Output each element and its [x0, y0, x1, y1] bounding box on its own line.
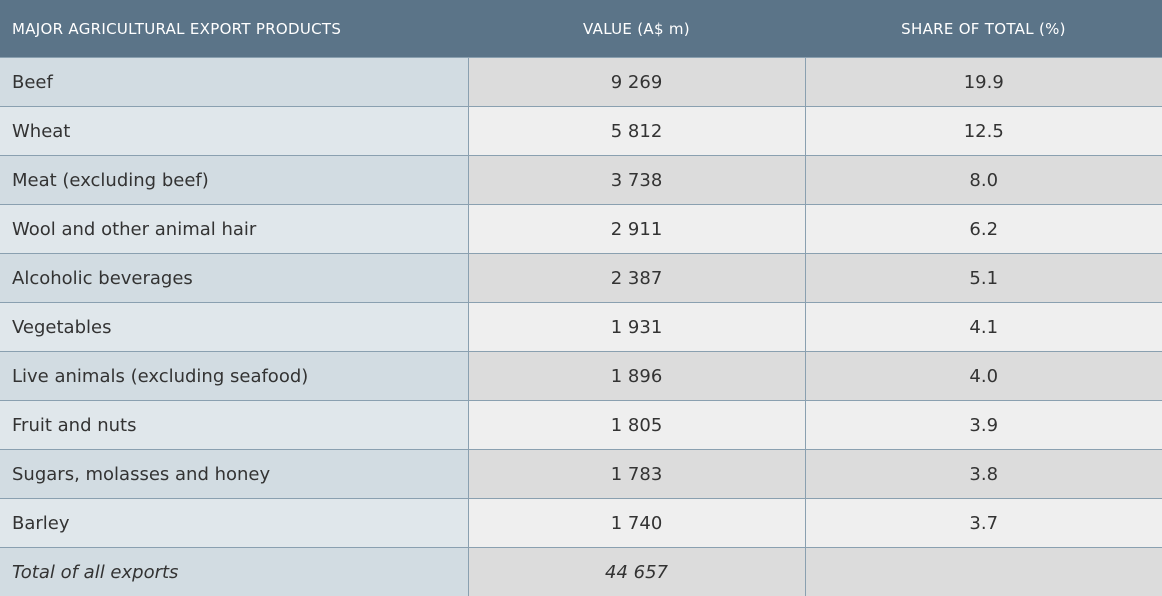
- product-cell: Vegetables: [0, 303, 468, 352]
- header-cell: SHARE OF TOTAL (%): [805, 0, 1162, 58]
- value-cell: 1 896: [468, 352, 805, 401]
- value-cell: 3.9: [805, 401, 1162, 450]
- product-cell: Wool and other animal hair: [0, 205, 468, 254]
- value-cell: 9 269: [468, 58, 805, 107]
- value-cell: 4.1: [805, 303, 1162, 352]
- value-cell: 4.0: [805, 352, 1162, 401]
- total-value: 44 657: [468, 548, 805, 596]
- header-cell: MAJOR AGRICULTURAL EXPORT PRODUCTS: [0, 0, 468, 58]
- product-cell: Sugars, molasses and honey: [0, 450, 468, 499]
- header-cell: VALUE (A$ m): [468, 0, 805, 58]
- value-cell: 5.1: [805, 254, 1162, 303]
- product-cell: Barley: [0, 499, 468, 548]
- value-cell: 1 805: [468, 401, 805, 450]
- value-cell: 3.8: [805, 450, 1162, 499]
- value-cell: 1 740: [468, 499, 805, 548]
- value-cell: 19.9: [805, 58, 1162, 107]
- value-cell: 1 783: [468, 450, 805, 499]
- value-cell: 5 812: [468, 107, 805, 156]
- product-cell: Fruit and nuts: [0, 401, 468, 450]
- value-cell: 1 931: [468, 303, 805, 352]
- product-cell: Alcoholic beverages: [0, 254, 468, 303]
- total-label: Total of all exports: [0, 548, 468, 596]
- product-cell: Wheat: [0, 107, 468, 156]
- value-cell: 8.0: [805, 156, 1162, 205]
- value-cell: 12.5: [805, 107, 1162, 156]
- product-cell: Beef: [0, 58, 468, 107]
- product-cell: Meat (excluding beef): [0, 156, 468, 205]
- value-cell: 2 911: [468, 205, 805, 254]
- value-cell: 6.2: [805, 205, 1162, 254]
- empty-cell: [805, 548, 1162, 596]
- value-cell: 3 738: [468, 156, 805, 205]
- product-cell: Live animals (excluding seafood): [0, 352, 468, 401]
- value-cell: 3.7: [805, 499, 1162, 548]
- value-cell: 2 387: [468, 254, 805, 303]
